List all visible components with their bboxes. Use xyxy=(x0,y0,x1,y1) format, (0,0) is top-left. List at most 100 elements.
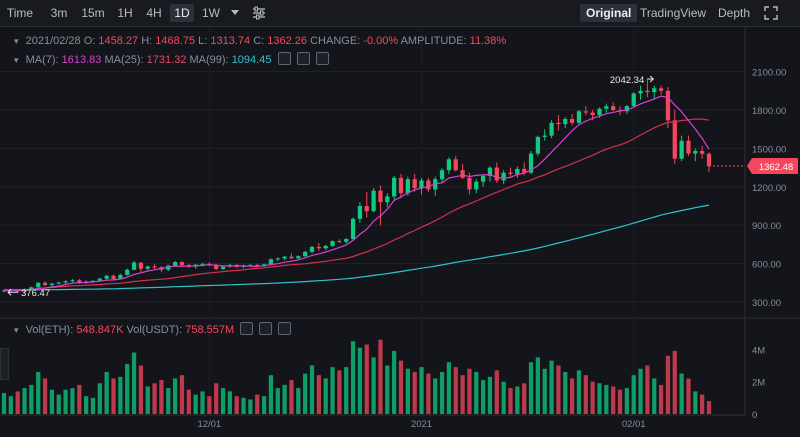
volume-bar xyxy=(138,365,144,414)
time-axis-tick: 02/01 xyxy=(622,419,646,430)
volume-bar xyxy=(467,368,472,414)
candle-body xyxy=(679,140,684,159)
volume-bar xyxy=(392,350,397,414)
candle-body xyxy=(604,106,609,109)
volume-bar xyxy=(706,401,712,414)
ma7-value: 1613.83 xyxy=(61,54,102,66)
ohlc-close: 1362.26 xyxy=(267,35,308,47)
volume-bar xyxy=(152,383,157,414)
volume-bar xyxy=(583,375,588,414)
settings-gear-icon[interactable] xyxy=(259,322,273,335)
volume-bar xyxy=(70,388,75,414)
candle-body xyxy=(125,269,130,275)
volume-bar xyxy=(84,396,89,414)
candle-body xyxy=(528,153,534,173)
volume-bar xyxy=(624,388,629,414)
panel-resize-handle[interactable] xyxy=(0,348,9,380)
candle-body xyxy=(686,140,691,154)
candle-body xyxy=(446,159,452,171)
collapse-icon[interactable]: ▾ xyxy=(14,325,19,335)
volume-bar xyxy=(330,367,335,414)
volume-bar xyxy=(179,375,185,414)
visibility-eye-icon[interactable] xyxy=(277,52,291,65)
fullscreen-icon[interactable] xyxy=(764,6,778,20)
ma25-line xyxy=(3,118,710,292)
close-icon[interactable] xyxy=(315,52,329,65)
candle-body xyxy=(118,274,123,279)
candle-body xyxy=(42,282,48,285)
volume-bar xyxy=(172,378,178,414)
candle-body xyxy=(214,265,219,269)
timeframe-3m[interactable]: 3m xyxy=(50,6,68,20)
view-tradingview[interactable]: TradingView xyxy=(640,6,707,20)
candle-body xyxy=(652,88,657,93)
candle-body xyxy=(145,266,150,269)
volume-bar xyxy=(344,367,349,414)
timeframe-15m[interactable]: 15m xyxy=(81,6,105,20)
volume-bar xyxy=(474,371,479,414)
more-timeframes-chevron-icon[interactable] xyxy=(230,9,240,17)
volume-bar xyxy=(125,363,130,414)
close-icon[interactable] xyxy=(278,322,292,335)
volume-bar xyxy=(193,394,198,414)
volume-bar xyxy=(700,394,705,414)
candle-body xyxy=(590,112,595,116)
volume-bar xyxy=(255,394,260,414)
candle-body xyxy=(631,93,636,107)
candle-body xyxy=(289,256,294,259)
candle-body xyxy=(29,287,34,290)
volume-bar xyxy=(501,381,506,414)
volume-bar xyxy=(200,391,205,414)
price-axis-tick: 2100.00 xyxy=(752,68,786,79)
candle-body xyxy=(467,177,472,190)
vol-eth-value: 548.847K xyxy=(76,324,124,336)
candle-body xyxy=(49,283,55,285)
ma99-value: 1094.45 xyxy=(231,54,272,66)
ohlc-low: 1313.74 xyxy=(210,35,251,47)
price-axis-tick: 1800.00 xyxy=(752,106,786,117)
volume-legend: ▾ Vol(ETH): 548.847K Vol(USDT): 758.557M xyxy=(14,322,292,336)
volume-bar xyxy=(22,388,27,414)
candle-body xyxy=(398,177,404,194)
volume-bar xyxy=(248,399,253,414)
collapse-icon[interactable]: ▾ xyxy=(14,55,19,65)
candle-body xyxy=(337,241,342,243)
volume-bar xyxy=(556,365,561,414)
candle-body xyxy=(350,218,356,240)
volume-bar xyxy=(241,397,246,414)
volume-bar xyxy=(207,396,212,414)
volume-bar xyxy=(378,339,383,414)
candle-body xyxy=(63,281,68,283)
ohlc-amplitude: 11.38% xyxy=(469,35,507,47)
view-depth[interactable]: Depth xyxy=(718,6,751,20)
volume-bar xyxy=(186,389,191,414)
candle-body xyxy=(330,241,335,246)
volume-bar xyxy=(29,384,34,414)
volume-bar xyxy=(111,378,116,414)
candle-body xyxy=(131,262,137,270)
indicator-settings-icon[interactable] xyxy=(252,6,266,20)
volume-bar xyxy=(15,391,20,414)
vol-usdt-value: 758.557M xyxy=(185,324,235,336)
collapse-icon[interactable]: ▾ xyxy=(14,36,19,46)
volume-bar xyxy=(104,371,109,414)
visibility-eye-icon[interactable] xyxy=(240,322,254,335)
volume-bar xyxy=(693,391,698,414)
view-original[interactable]: Original xyxy=(580,4,638,22)
timeframe-time[interactable]: Time xyxy=(6,6,34,20)
volume-bar xyxy=(604,384,609,414)
candle-body xyxy=(378,190,383,203)
timeframe-1h[interactable]: 1H xyxy=(117,6,133,20)
volume-axis-tick: 4M xyxy=(752,345,765,356)
candle-body xyxy=(576,111,582,123)
timeframe-1d[interactable]: 1D xyxy=(170,4,194,22)
candle-body xyxy=(494,167,499,181)
timeframe-4h[interactable]: 4H xyxy=(146,6,162,20)
candle-body xyxy=(357,206,363,219)
candle-body xyxy=(481,175,486,182)
volume-bar xyxy=(652,378,657,414)
timeframe-1w[interactable]: 1W xyxy=(202,6,220,20)
candle-body xyxy=(36,282,41,288)
settings-gear-icon[interactable] xyxy=(296,52,310,65)
